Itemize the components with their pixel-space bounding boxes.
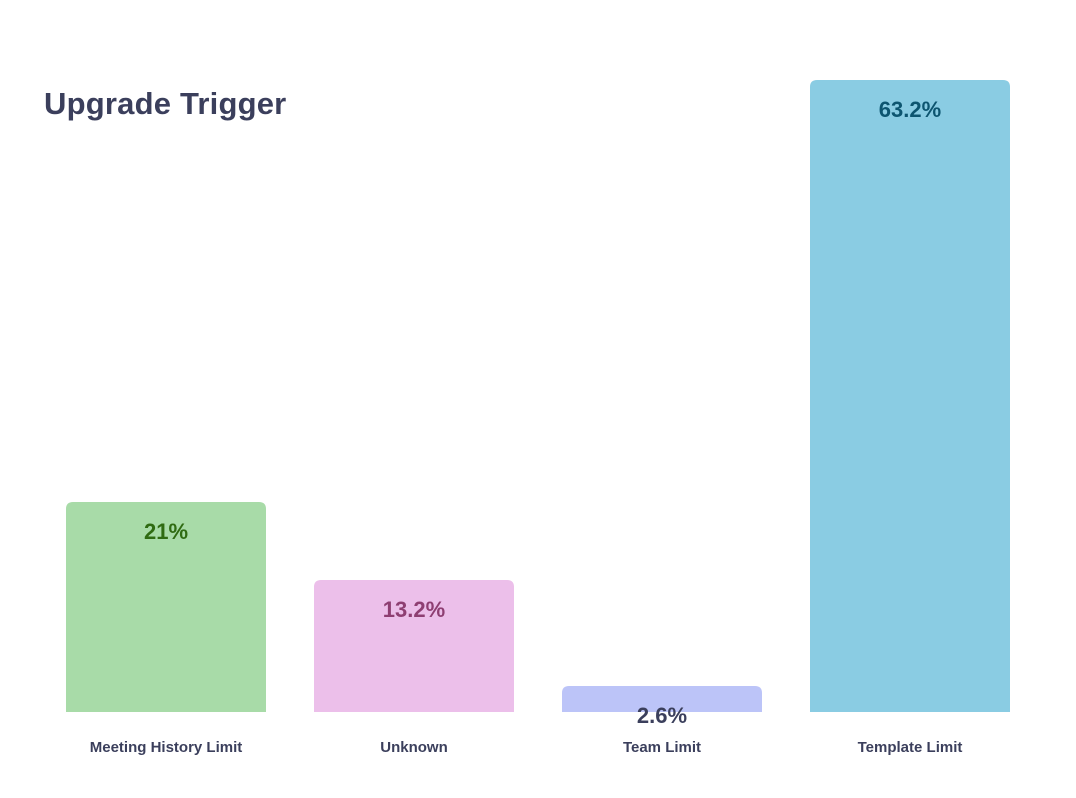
data-label: 63.2% — [879, 97, 941, 122]
bar-unknown — [314, 580, 514, 712]
x-tick-label: Template Limit — [858, 739, 963, 756]
bar-team-limit — [562, 686, 762, 712]
x-tick-label: Unknown — [380, 739, 448, 756]
chart-title: Upgrade Trigger — [44, 86, 287, 121]
x-tick-label: Team Limit — [623, 739, 701, 756]
data-label: 21% — [144, 519, 188, 544]
bar-template-limit — [810, 80, 1010, 712]
data-label: 13.2% — [383, 597, 445, 622]
bar-meeting-history-limit — [66, 502, 266, 712]
x-tick-label: Meeting History Limit — [90, 739, 243, 756]
data-label: 2.6% — [637, 703, 687, 728]
